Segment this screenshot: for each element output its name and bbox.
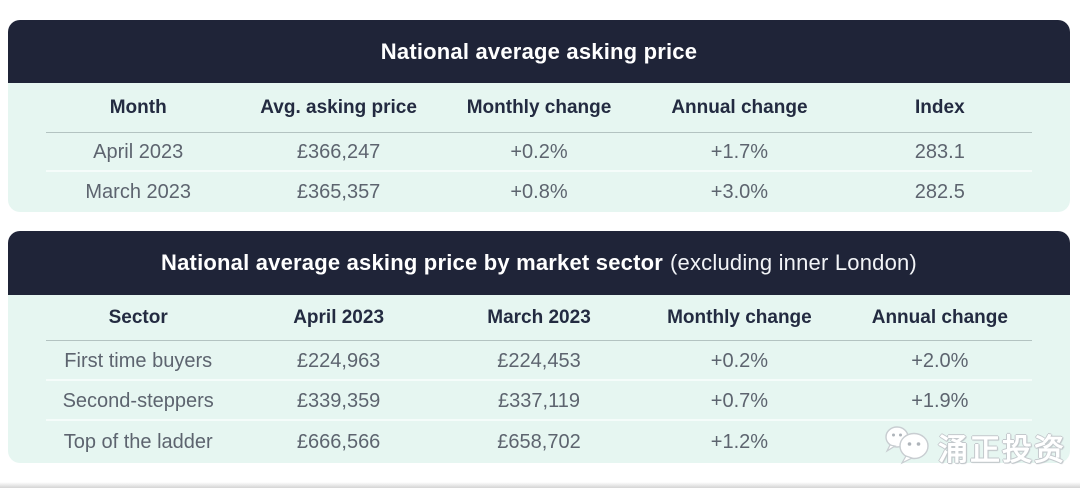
table-row-april-2023: April 2023 £366,247 +0.2% +1.7% 283.1 (38, 133, 1040, 172)
cell-annual-change: +1.7% (710, 141, 769, 163)
table1-title: National average asking price (380, 38, 698, 64)
table2-title-suffix: (excluding inner London) (670, 250, 917, 275)
column-header-monthly-change: Monthly change (466, 97, 612, 118)
table2-body: Sector April 2023 March 2023 Monthly cha… (8, 295, 1070, 463)
market-sector-table: National average asking price by market … (8, 231, 1070, 463)
table2-header-bar: National average asking price by market … (8, 231, 1070, 295)
cell-monthly-change: +1.2% (710, 430, 769, 453)
table1-column-header-row: Month Avg. asking price Monthly change A… (38, 83, 1040, 133)
cell-avg-asking-price: £365,357 (296, 180, 381, 203)
cell-month: April 2023 (93, 141, 184, 163)
table2-column-header-row: Sector April 2023 March 2023 Monthly cha… (38, 295, 1040, 341)
cell-month: March 2023 (85, 180, 192, 203)
national-average-asking-price-table: National average asking price Month Avg.… (8, 20, 1070, 212)
bottom-edge-fade (0, 482, 1080, 488)
cell-annual-change: +1.9% (911, 389, 969, 412)
cell-monthly-change: +0.8% (510, 180, 568, 203)
cell-sector: Top of the ladder (63, 430, 213, 453)
column-header-march-2023: March 2023 (487, 307, 591, 328)
cell-march-price: £337,119 (498, 389, 580, 412)
table1-header-bar: National average asking price (8, 20, 1070, 83)
cell-monthly-change: +0.7% (710, 389, 769, 412)
table-row-top-of-the-ladder: Top of the ladder £666,566 £658,702 +1.2… (38, 421, 1040, 463)
column-header-monthly-change: Monthly change (667, 307, 812, 328)
cell-monthly-change: +0.2% (710, 349, 769, 372)
column-header-sector: Sector (108, 307, 168, 328)
cell-monthly-change: +0.2% (510, 141, 568, 163)
cell-april-price: £224,963 (296, 349, 381, 372)
cell-april-price: £339,359 (296, 389, 381, 412)
column-header-annual-change: Annual change (671, 97, 808, 118)
cell-march-price: £224,453 (497, 349, 581, 372)
cell-annual-change: +2.0% (911, 349, 969, 372)
table2-title: National average asking price by market … (161, 250, 917, 276)
column-header-april-2023: April 2023 (293, 307, 385, 328)
cell-sector: Second-steppers (62, 389, 214, 412)
cell-april-price: £666,566 (296, 430, 381, 453)
cell-index: 282.5 (914, 180, 965, 203)
cell-march-price: £658,702 (497, 430, 581, 453)
column-header-month: Month (109, 97, 167, 118)
table-row-first-time-buyers: First time buyers £224,963 £224,453 +0.2… (38, 341, 1040, 381)
column-header-avg-asking-price: Avg. asking price (260, 97, 417, 118)
table-row-march-2023: March 2023 £365,357 +0.8% +3.0% 282.5 (38, 172, 1040, 212)
cell-avg-asking-price: £366,247 (296, 141, 381, 163)
column-header-index: Index (915, 97, 965, 118)
cell-sector: First time buyers (64, 349, 213, 372)
table1-body: Month Avg. asking price Monthly change A… (8, 83, 1070, 212)
column-header-annual-change: Annual change (871, 307, 1008, 328)
cell-index: 283.1 (914, 141, 965, 163)
table-row-second-steppers: Second-steppers £339,359 £337,119 +0.7% … (38, 381, 1040, 421)
cell-annual-change: +3.0% (710, 180, 769, 203)
table2-title-main: National average asking price by market … (161, 250, 663, 275)
